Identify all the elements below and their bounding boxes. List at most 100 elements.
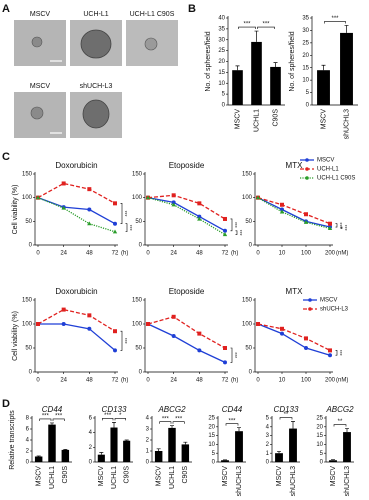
x-tick-label: MSCV: [320, 109, 327, 130]
error-bar: [254, 30, 259, 42]
y-tick-label: 25: [208, 416, 215, 422]
chart-title: CD133: [274, 405, 299, 414]
point: [256, 322, 260, 326]
series-line: [257, 323, 331, 351]
x-unit: (h): [231, 378, 238, 384]
bar: [317, 70, 330, 105]
point: [197, 331, 202, 336]
bar: [251, 41, 262, 105]
x-tick-label: 0: [256, 378, 260, 384]
x-tick-label: 24: [60, 251, 67, 257]
point: [87, 313, 92, 318]
series-line: [37, 182, 116, 204]
point: [113, 348, 117, 353]
point: [279, 209, 285, 214]
significance-label: ***: [236, 230, 242, 236]
error-bar: [112, 422, 116, 428]
x-tick-label: C90S: [182, 466, 189, 484]
x-tick-label: C90S: [124, 466, 131, 484]
y-tick-label: 0: [146, 460, 150, 466]
y-tick-label: 4: [89, 430, 93, 436]
significance-label: ***: [336, 222, 342, 228]
bar: [340, 32, 353, 105]
point: [223, 346, 227, 350]
significance-bracket: [225, 423, 239, 426]
y-tick-label: 20: [218, 59, 225, 65]
point: [197, 201, 202, 206]
y-tick-label: 20: [302, 53, 309, 59]
significance-bracket: [324, 21, 346, 24]
point: [255, 195, 261, 200]
chart-title: Etoposide: [169, 161, 205, 170]
error-bar: [321, 64, 326, 71]
chart-title: MTX: [286, 161, 304, 170]
y-tick-label: 4: [266, 424, 270, 430]
legend-marker: [305, 158, 309, 162]
error-bar: [277, 451, 281, 454]
significance-label: **: [338, 419, 343, 425]
chart-title: Etoposide: [169, 287, 205, 296]
legend-marker: [308, 298, 312, 302]
legend-marker: [305, 167, 309, 171]
error-bar: [99, 452, 104, 455]
series-line: [147, 197, 226, 232]
y-tick-label: 5: [266, 416, 270, 422]
y-tick-label: 50: [135, 219, 142, 225]
chart-title: ABCG2: [325, 405, 354, 414]
x-tick-label: 72: [222, 378, 229, 384]
significance-bracket: [159, 421, 172, 424]
bar: [270, 66, 281, 105]
x-tick-label: 24: [60, 378, 67, 384]
panel-label: D: [2, 398, 10, 410]
error-bar: [273, 62, 278, 67]
point: [280, 207, 284, 212]
x-tick-label: 0: [36, 378, 40, 384]
point: [328, 353, 332, 358]
y-tick-label: 0: [266, 460, 270, 466]
y-tick-label: 50: [25, 346, 32, 352]
significance-label: ***: [121, 211, 127, 217]
point: [171, 202, 176, 207]
series-line: [147, 197, 226, 236]
error-bar: [237, 427, 241, 432]
bar: [61, 449, 70, 462]
error-bar: [124, 439, 129, 441]
point: [87, 207, 92, 212]
error-bar: [344, 25, 349, 33]
x-tick-label: 24: [170, 378, 177, 384]
x-tick-label: 100: [301, 251, 312, 257]
y-tick-label: 0: [212, 460, 216, 466]
bar: [168, 427, 176, 462]
x-tick-label: UCHL1: [253, 109, 260, 132]
point: [61, 205, 66, 210]
significance-label: ***: [42, 414, 50, 420]
chart-title: CD44: [222, 405, 243, 414]
legend-label: UCH-L1: [317, 167, 339, 173]
point: [112, 229, 118, 234]
point: [171, 193, 176, 198]
significance-bracket: [52, 418, 65, 421]
significance-label: ***: [162, 416, 170, 422]
point: [146, 322, 150, 326]
y-tick-label: 0: [249, 243, 253, 249]
bar: [34, 456, 43, 462]
y-tick-label: 5: [306, 90, 310, 96]
series-line: [147, 194, 226, 220]
point: [304, 346, 308, 350]
y-tick-label: 10: [208, 442, 215, 448]
y-tick-label: 20: [316, 424, 323, 430]
series-line: [37, 197, 116, 233]
error-bar: [235, 65, 240, 71]
y-tick-label: 0: [29, 370, 33, 376]
y-tick-label: 10: [218, 81, 225, 87]
y-tick-label: 150: [132, 172, 143, 178]
bar: [123, 440, 131, 462]
y-tick-label: 0: [26, 460, 30, 466]
series-line: [257, 197, 331, 228]
point: [61, 322, 66, 326]
y-tick-label: 2: [26, 449, 30, 455]
error-bar: [170, 425, 174, 428]
x-tick-label: 72: [112, 251, 119, 257]
significance-bracket: [335, 350, 338, 356]
